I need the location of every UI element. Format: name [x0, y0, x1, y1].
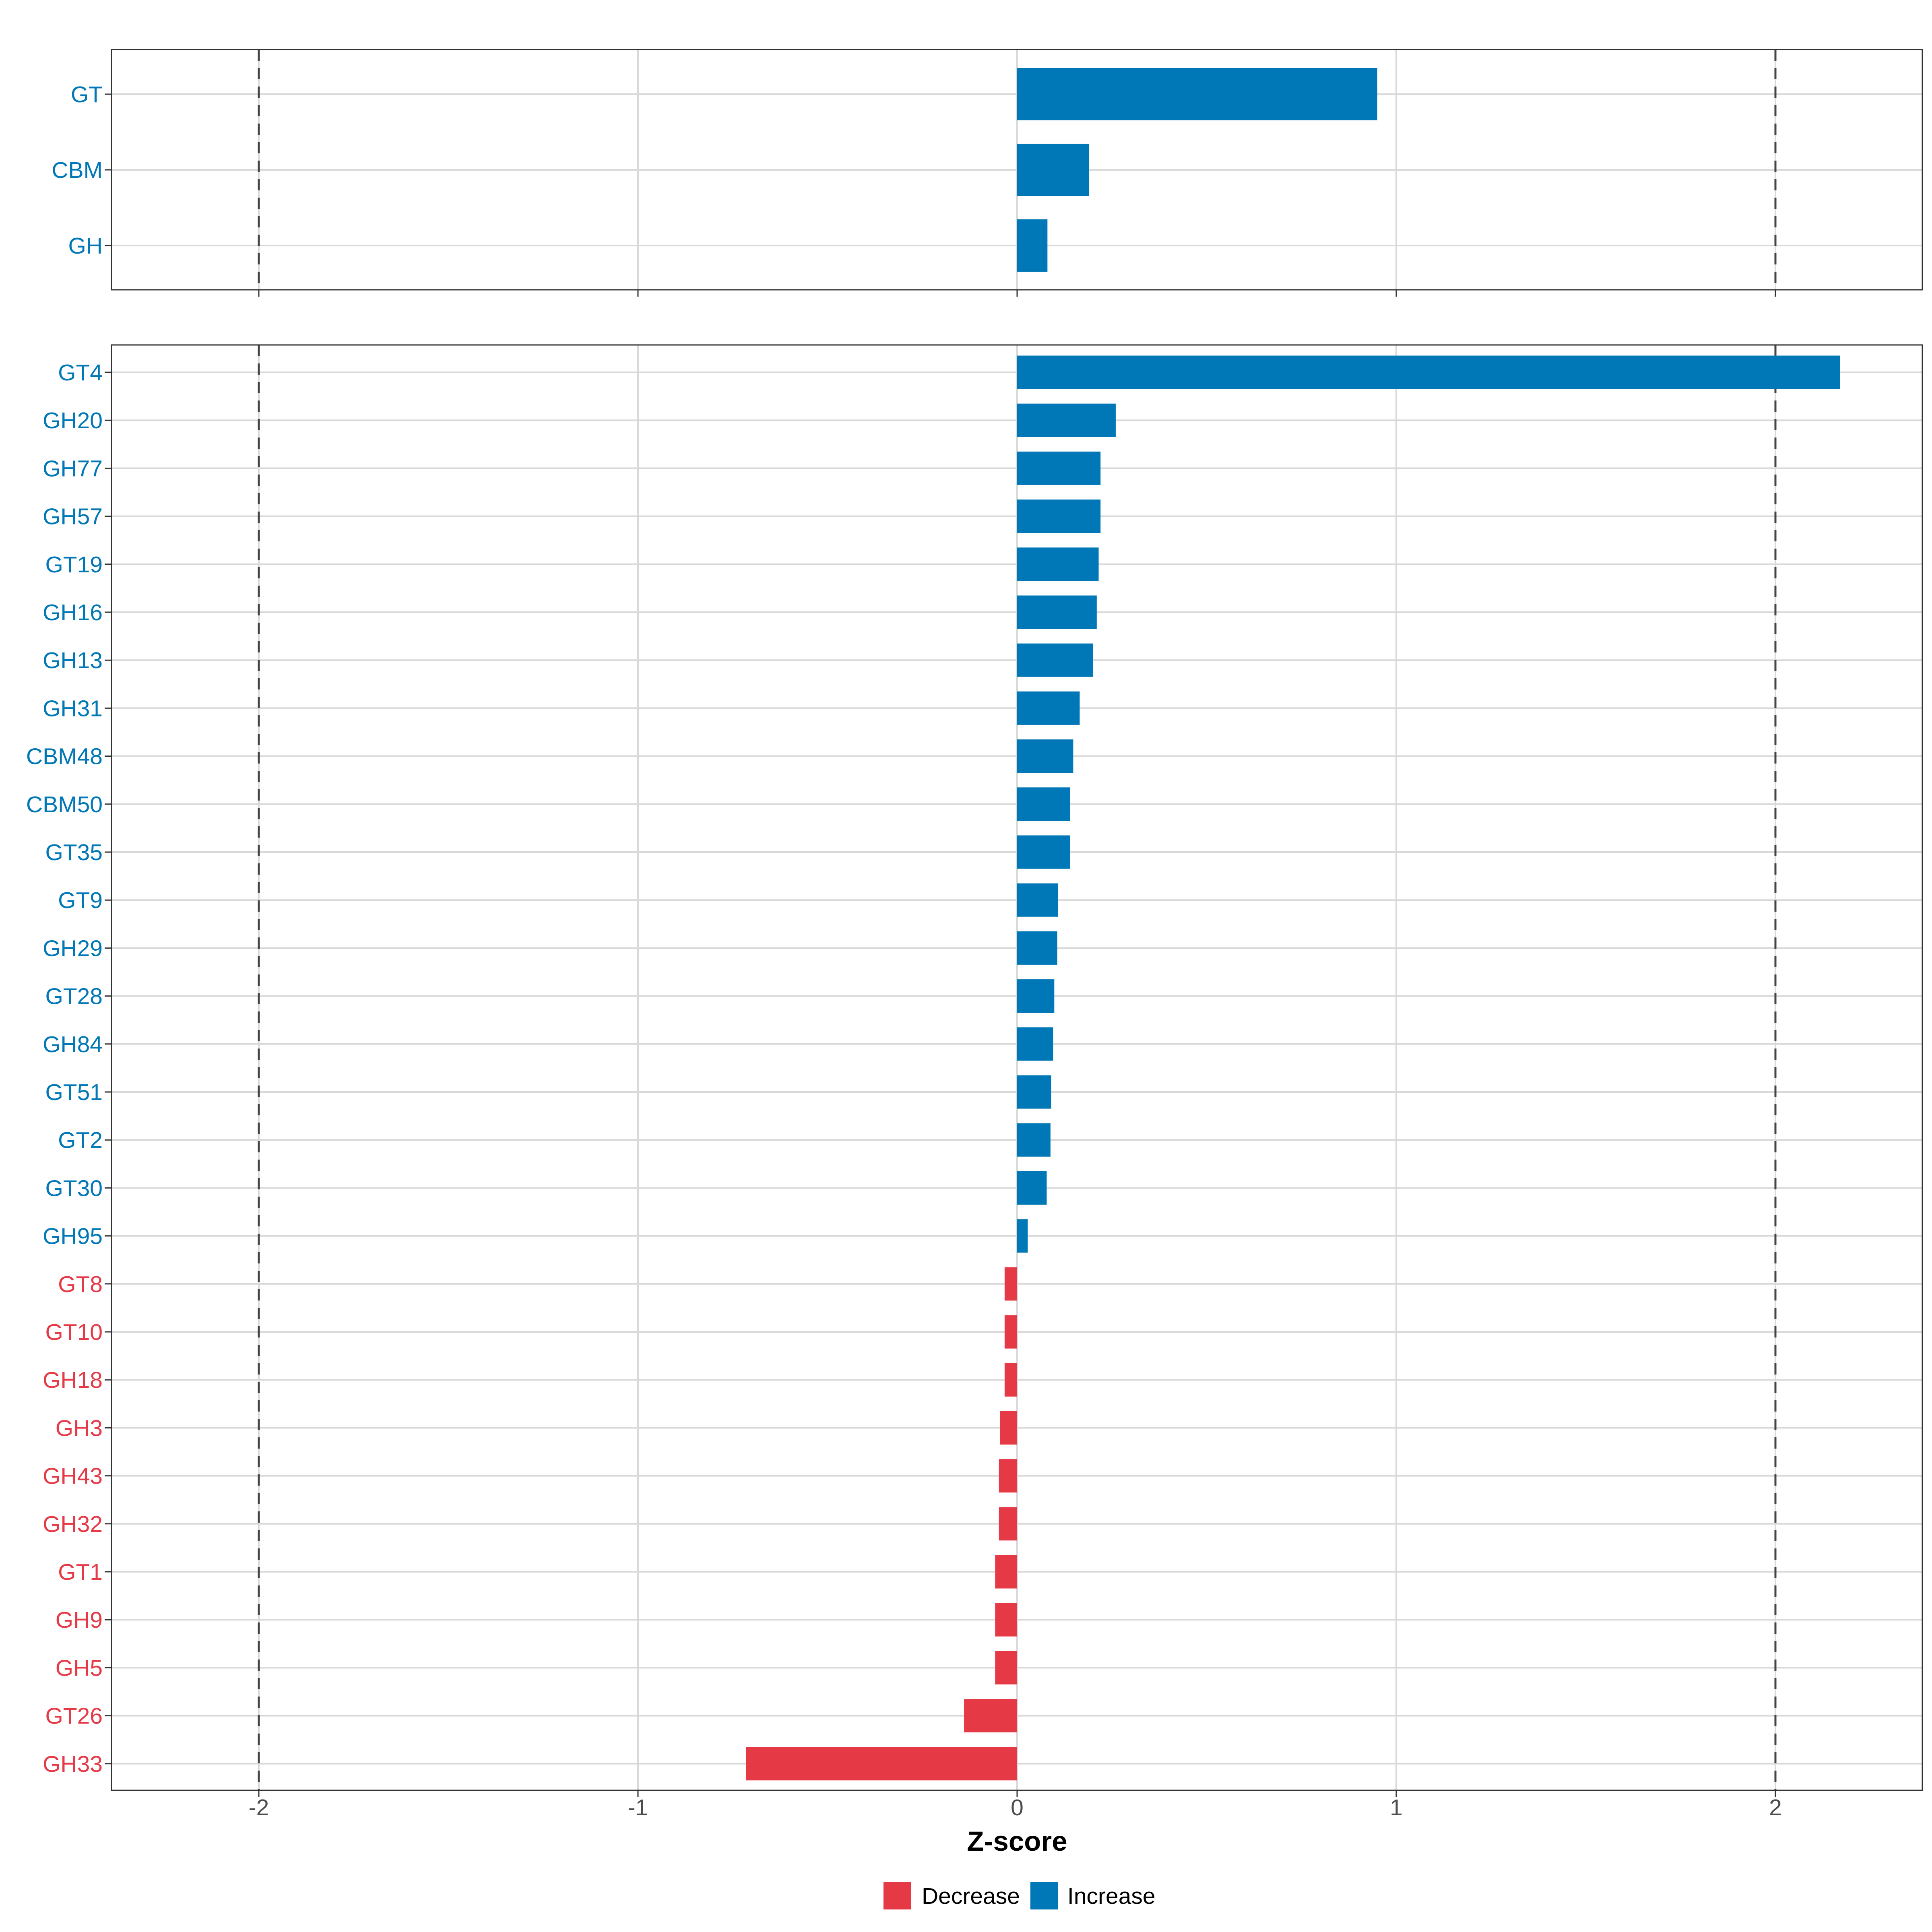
- category-label-gt30: GT30: [45, 1175, 103, 1201]
- x-axis-title: Z-score: [967, 1826, 1067, 1857]
- legend-swatch-increase: [1030, 1882, 1058, 1909]
- bar-gh: [1017, 219, 1048, 272]
- bar-gh32: [999, 1507, 1017, 1541]
- category-label-gh9: GH9: [56, 1607, 103, 1633]
- bar-gt28: [1017, 979, 1055, 1013]
- bar-gt10: [1004, 1315, 1017, 1349]
- category-label-gh: GH: [68, 233, 103, 259]
- bar-gt30: [1017, 1171, 1047, 1205]
- category-label-gt51: GT51: [45, 1080, 103, 1105]
- bar-gh13: [1017, 643, 1093, 677]
- bar-cbm: [1017, 144, 1089, 196]
- bar-gt19: [1017, 547, 1099, 581]
- bar-gt26: [964, 1699, 1017, 1733]
- x-tick-label: 0: [1011, 1795, 1024, 1821]
- bar-cbm50: [1017, 787, 1070, 821]
- category-label-cbm: CBM: [52, 157, 103, 183]
- bar-gt35: [1017, 835, 1070, 869]
- category-label-gh18: GH18: [43, 1367, 103, 1393]
- category-label-gh95: GH95: [43, 1224, 103, 1249]
- category-label-gh3: GH3: [56, 1415, 103, 1441]
- x-axis: -2 -1 0 1 2: [249, 1795, 1782, 1821]
- category-label-gt35: GT35: [45, 840, 103, 865]
- bar-gt9: [1017, 883, 1058, 917]
- category-label-gh20: GH20: [43, 408, 103, 433]
- bar-cbm48: [1017, 739, 1073, 773]
- bar-gh43: [999, 1459, 1017, 1493]
- bar-gh77: [1017, 451, 1101, 485]
- bar-gt: [1017, 68, 1377, 120]
- x-tick-label: -2: [249, 1795, 269, 1821]
- category-label-gh57: GH57: [43, 504, 103, 530]
- category-label-gh33: GH33: [43, 1751, 103, 1777]
- bar-gh5: [995, 1651, 1017, 1684]
- bar-gh31: [1017, 691, 1080, 725]
- x-tick-label: 1: [1390, 1795, 1403, 1821]
- legend-label-increase: Increase: [1067, 1883, 1156, 1909]
- legend-label-decrease: Decrease: [922, 1883, 1020, 1909]
- category-label-gh32: GH32: [43, 1511, 103, 1537]
- bar-gh3: [1000, 1411, 1017, 1445]
- bar-gh16: [1017, 595, 1097, 629]
- bar-gh33: [746, 1747, 1017, 1781]
- category-label-gt4: GT4: [58, 360, 103, 386]
- category-label-gt19: GT19: [45, 552, 103, 578]
- category-label-gh84: GH84: [43, 1032, 103, 1057]
- bar-gh20: [1017, 403, 1116, 437]
- bar-gt1: [995, 1555, 1017, 1589]
- category-label-gt28: GT28: [45, 984, 103, 1009]
- panel-summary: GT CBM GH: [52, 49, 1923, 297]
- category-label-gh29: GH29: [43, 935, 103, 961]
- bar-gh29: [1017, 931, 1057, 965]
- bar-gh18: [1004, 1363, 1017, 1397]
- category-label-gt8: GT8: [58, 1271, 103, 1297]
- x-tick-label: -1: [628, 1795, 648, 1821]
- bar-gt8: [1004, 1267, 1017, 1301]
- x-tick-label: 2: [1769, 1795, 1782, 1821]
- bar-gt2: [1017, 1123, 1051, 1157]
- bar-gh84: [1017, 1027, 1053, 1061]
- bar-gh95: [1017, 1219, 1028, 1253]
- legend: Decrease Increase: [883, 1882, 1156, 1909]
- legend-swatch-decrease: [883, 1882, 911, 1909]
- category-label-gh13: GH13: [43, 648, 103, 673]
- category-label-gh5: GH5: [56, 1655, 103, 1681]
- panel-families: GT4 GH20 GH77 GH57 GT19 GH16 GH13 GH31 CBM48 CBM5…: [26, 344, 1923, 1797]
- bar-gt51: [1017, 1075, 1051, 1109]
- category-label-cbm48: CBM48: [26, 744, 103, 770]
- bar-gh57: [1017, 500, 1101, 533]
- bar-gt4: [1017, 355, 1840, 389]
- category-label-gh43: GH43: [43, 1463, 103, 1489]
- category-label-gh16: GH16: [43, 600, 103, 625]
- category-label-gt: GT: [71, 82, 103, 107]
- category-label-gt2: GT2: [58, 1127, 103, 1153]
- bar-gh9: [995, 1603, 1017, 1637]
- category-label-gt1: GT1: [58, 1559, 103, 1585]
- category-label-gt9: GT9: [58, 888, 103, 913]
- category-label-gt10: GT10: [45, 1319, 103, 1345]
- category-label-gh77: GH77: [43, 456, 103, 481]
- category-label-gt26: GT26: [45, 1703, 103, 1729]
- category-label-cbm50: CBM50: [26, 792, 103, 817]
- category-label-gh31: GH31: [43, 696, 103, 721]
